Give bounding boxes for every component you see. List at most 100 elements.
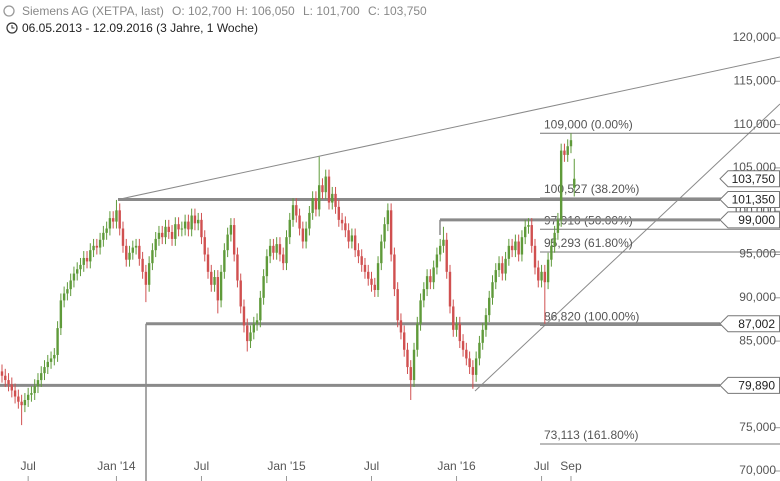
candle-body — [304, 228, 308, 242]
candle — [288, 212, 291, 245]
y-tick-label: 75,000 — [739, 420, 776, 434]
candle — [497, 256, 501, 278]
candle-body — [79, 264, 82, 270]
candle — [370, 271, 373, 292]
header-range: 06.05.2013 - 12.09.2016 (3 Jahre, 1 Woch… — [22, 21, 258, 35]
candle — [128, 245, 131, 267]
candle-body — [465, 349, 468, 359]
candle — [26, 387, 30, 407]
candle — [272, 238, 275, 260]
candle — [435, 247, 439, 275]
candle — [102, 225, 105, 247]
candle-body — [311, 198, 314, 213]
candle — [118, 203, 121, 236]
x-tick-label: Jul — [20, 459, 35, 473]
candle — [520, 230, 524, 262]
candle — [488, 290, 491, 323]
candle-body — [147, 263, 151, 285]
candle-body — [164, 226, 167, 238]
candle — [246, 318, 249, 352]
candle — [559, 143, 563, 227]
candle — [331, 186, 334, 210]
trend-line — [117, 56, 780, 200]
candle — [76, 262, 79, 281]
candle — [465, 342, 468, 366]
candle — [249, 325, 252, 349]
candle-body — [367, 271, 370, 279]
candle-body — [89, 250, 92, 262]
candle — [543, 264, 547, 324]
candle-body — [573, 178, 576, 188]
candle — [226, 227, 229, 258]
candle — [85, 251, 89, 269]
candle-body — [445, 239, 448, 272]
candle-body — [115, 210, 118, 222]
last-price-label: 103,750 — [732, 172, 776, 186]
candle — [108, 211, 112, 236]
candle — [131, 240, 134, 260]
candle-body — [62, 293, 66, 301]
candle — [125, 238, 128, 267]
trend-line — [474, 103, 780, 392]
candle — [53, 348, 56, 366]
candle — [13, 383, 17, 404]
candle — [484, 308, 488, 337]
candle-body — [350, 235, 354, 242]
candle-body — [161, 232, 164, 238]
candle-body — [569, 140, 573, 147]
candle — [164, 219, 167, 245]
candle-body — [331, 193, 334, 203]
candle-body — [232, 225, 236, 255]
candle-body — [295, 205, 298, 216]
candle-body — [134, 245, 138, 248]
header-title: Siemens AG (XETPA, last) — [22, 4, 164, 18]
candle-body — [98, 239, 102, 248]
header-open: O: 102,700 — [172, 4, 232, 18]
candle — [530, 218, 533, 253]
candle — [481, 322, 484, 350]
candle-body — [59, 300, 63, 329]
candle-body — [403, 332, 406, 350]
candle-body — [265, 256, 269, 277]
candle — [33, 379, 36, 400]
candle-body — [321, 185, 324, 193]
candle-body — [23, 399, 27, 406]
candle-body — [72, 273, 76, 281]
candle-body — [491, 282, 494, 298]
candle — [79, 257, 82, 277]
candle-body — [246, 325, 249, 342]
candle — [49, 351, 53, 369]
candle — [213, 270, 216, 292]
candle-body — [393, 254, 396, 290]
candle — [422, 282, 426, 308]
candle — [187, 214, 190, 237]
x-tick-label: Jul — [194, 459, 209, 473]
candle-body — [344, 223, 347, 231]
candle-body — [285, 237, 288, 264]
candle-body — [128, 252, 131, 260]
candle — [507, 238, 511, 266]
candle — [183, 214, 187, 236]
candle — [304, 221, 308, 249]
candle-body — [566, 146, 569, 155]
candle-body — [458, 323, 461, 342]
candle — [334, 186, 337, 214]
candle — [389, 203, 393, 262]
x-tick-label: Sep — [560, 459, 582, 473]
candle — [144, 264, 148, 303]
candle-body — [353, 235, 357, 251]
candle-body — [514, 241, 517, 251]
candle-body — [370, 278, 373, 285]
candle-body — [187, 221, 190, 230]
candle — [438, 238, 442, 262]
candle-body — [448, 271, 452, 307]
candle-body — [226, 234, 229, 251]
candle — [429, 269, 432, 290]
candle-body — [497, 263, 501, 271]
candle-body — [399, 320, 403, 333]
x-tick-label: Jan '14 — [97, 459, 136, 473]
candle-body — [288, 219, 291, 238]
candle — [350, 228, 354, 249]
y-tick-label: 95,000 — [739, 247, 776, 261]
candle — [56, 321, 59, 362]
